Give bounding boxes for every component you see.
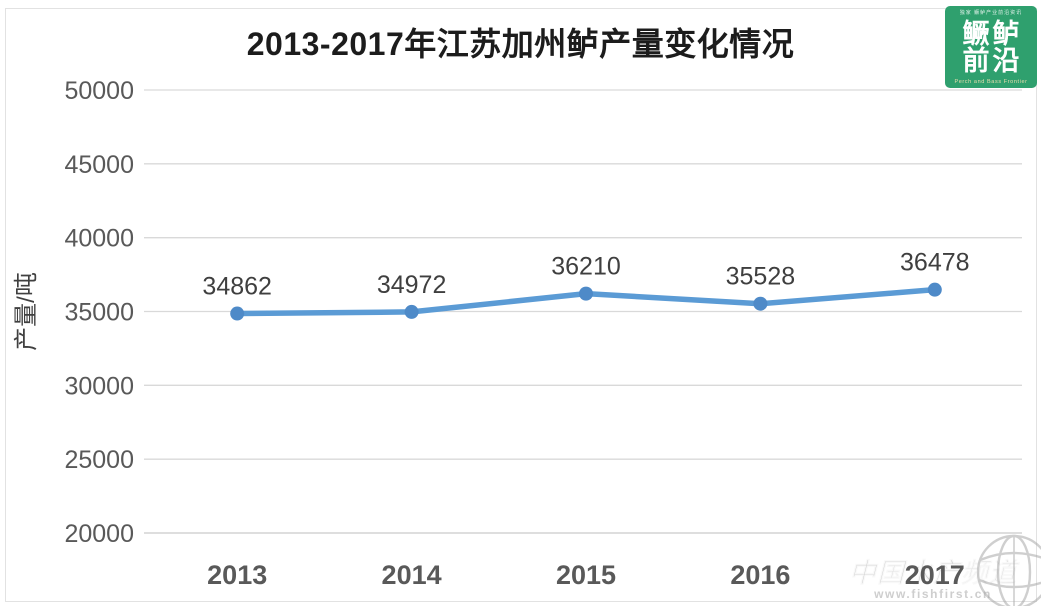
data-label: 36210 <box>551 253 621 281</box>
logo-top-tagline: 独家 鳜鲈产业前沿资讯 <box>959 10 1023 16</box>
x-tick-label: 2016 <box>730 560 790 590</box>
chart-title: 2013-2017年江苏加州鲈产量变化情况 <box>246 26 795 62</box>
data-label: 34862 <box>202 273 272 301</box>
guilu-frontier-logo: 独家 鳜鲈产业前沿资讯 鳜鲈 前沿 Perch and Bass Frontie… <box>945 6 1037 88</box>
y-axis-title: 产量/吨 <box>13 272 40 351</box>
x-tick-label: 2017 <box>905 560 965 590</box>
watermark-url: www.fishfirst.cn <box>874 587 992 601</box>
globe-icon <box>976 534 1041 606</box>
data-label: 34972 <box>377 271 447 299</box>
data-point <box>230 306 245 321</box>
data-label: 35528 <box>726 263 796 291</box>
x-tick-label: 2013 <box>207 560 267 590</box>
x-tick-label: 2015 <box>556 560 616 590</box>
y-tick-label: 45000 <box>64 151 134 179</box>
y-tick-label: 50000 <box>64 77 134 105</box>
data-point <box>927 282 942 297</box>
x-tick-label: 2014 <box>382 560 442 590</box>
y-tick-label: 20000 <box>64 520 134 548</box>
logo-text-line1: 鳜鲈 <box>962 19 1023 50</box>
watermark-text: 中国水产频道 <box>849 558 1017 589</box>
logo-wordmark: 鳜鲈 前沿 <box>962 19 1023 76</box>
y-tick-label: 40000 <box>64 225 134 253</box>
y-tick-label: 25000 <box>64 446 134 474</box>
data-label: 36478 <box>900 249 970 277</box>
data-point <box>753 296 768 311</box>
logo-text-line2: 前沿 <box>962 45 1023 76</box>
watermark: 中国水产频道 www.fishfirst.cn <box>828 551 1038 601</box>
data-point <box>579 286 593 301</box>
logo-bottom-tagline: Perch and Bass Frontier <box>954 79 1028 85</box>
page-border <box>5 8 1037 602</box>
y-tick-label: 30000 <box>64 372 134 400</box>
y-tick-label: 35000 <box>64 299 134 327</box>
data-line <box>234 286 938 317</box>
data-point <box>404 304 419 319</box>
